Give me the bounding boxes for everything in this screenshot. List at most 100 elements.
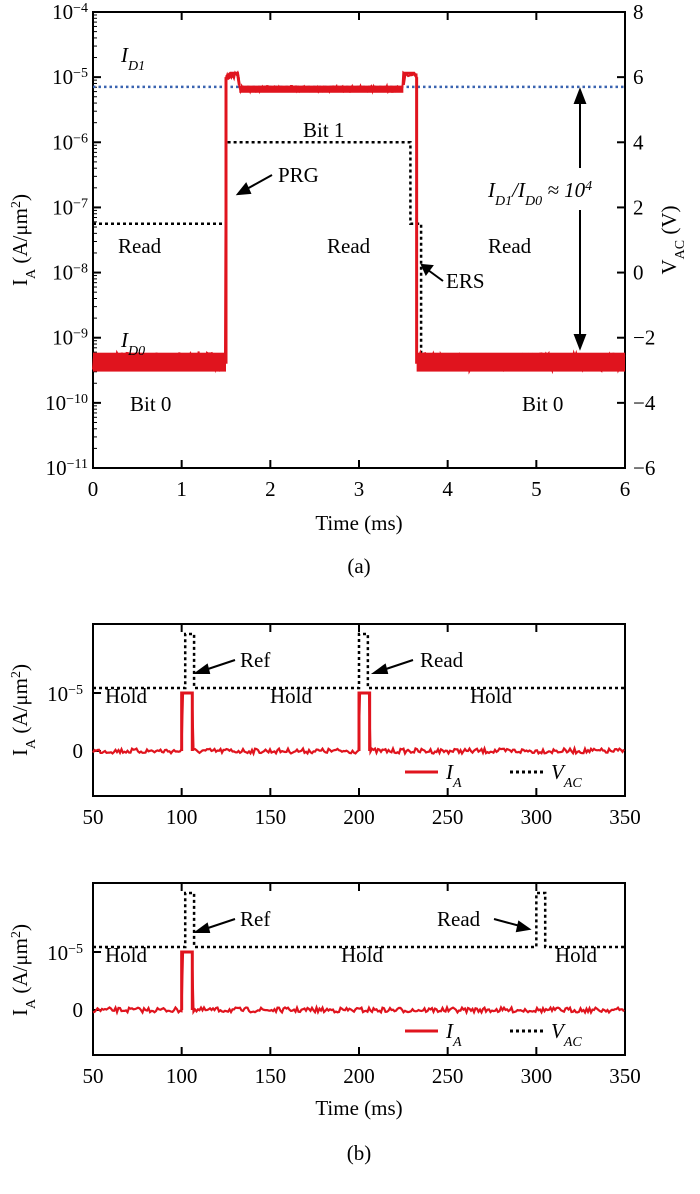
- annotation-id1: ID1: [120, 43, 145, 74]
- legend-b2: IA VAC: [405, 1019, 582, 1050]
- x-tick-label: 50: [83, 805, 104, 829]
- x-tick-label: 350: [609, 805, 641, 829]
- arrow-ers: [420, 263, 444, 282]
- annotation-bit0-left: Bit 0: [130, 392, 171, 416]
- y-left-tick-label: 10−4: [52, 0, 88, 24]
- panel-a-label: (a): [347, 554, 370, 578]
- arrow-ref: [192, 659, 236, 674]
- series-ia-pulse: [180, 691, 194, 751]
- y-left-tick-label: 10−9: [52, 326, 88, 350]
- y-left-tick-label: 10−6: [52, 130, 88, 154]
- series-ia-overshoot: [225, 71, 241, 86]
- annotation-hold-1: Hold: [105, 684, 148, 708]
- x-tick-label: 3: [354, 477, 365, 501]
- panel-b1-chart: 50 100 150 200 250 300 350 10−5 0 Hold Hold Hold…: [8, 623, 641, 829]
- annotation-hold-2: Hold: [341, 943, 384, 967]
- annotation-hold-3: Hold: [555, 943, 598, 967]
- arrow-ref: [192, 918, 236, 933]
- series-ia-line: [92, 70, 626, 375]
- ratio-arrow: [573, 87, 587, 351]
- annotation-read-mid: Read: [327, 234, 371, 258]
- x-tick-label: 150: [255, 805, 287, 829]
- x-tick-label: 50: [83, 1064, 104, 1088]
- y-right-tick-label: 2: [633, 195, 644, 219]
- y-right-tick-label: −2: [633, 326, 655, 350]
- y-right-tick-label: −6: [633, 456, 655, 480]
- annotation-read: Read: [420, 648, 464, 672]
- annotation-read: Read: [437, 907, 481, 931]
- y-tick-label: 10−5: [47, 682, 83, 706]
- y-right-tick-label: −4: [633, 391, 656, 415]
- x-tick-label: 1: [176, 477, 187, 501]
- panel-b2-x-title: Time (ms): [315, 1096, 402, 1120]
- panel-a-chart: 0 1 2 3 4 5 6 10−4 10−5 10−6 10−7 10−8 10−9 10−10 10−1…: [8, 0, 688, 578]
- x-tick-label: 0: [88, 477, 99, 501]
- y-tick-label: 0: [73, 998, 84, 1022]
- y-right-tick-label: 8: [633, 0, 644, 24]
- x-tick-label: 300: [521, 1064, 553, 1088]
- panel-a-left-y-title: IA (A/μm2): [8, 194, 39, 286]
- y-tick-label: 10−5: [47, 941, 83, 965]
- y-right-tick-label: 4: [633, 130, 644, 154]
- annotation-ref: Ref: [240, 907, 270, 931]
- legend-vac-label: VAC: [551, 760, 582, 791]
- y-left-tick-label: 10−7: [52, 195, 88, 219]
- x-tick-label: 100: [166, 1064, 198, 1088]
- panel-b-label: (b): [347, 1141, 372, 1165]
- series-ia-line: [92, 950, 625, 1016]
- x-tick-label: 200: [343, 805, 375, 829]
- series-vac-line: [93, 891, 625, 949]
- x-tick-label: 100: [166, 805, 198, 829]
- panel-b2-chart: 50 100 150 200 250 300 350 10−5 0 Hold Hold Hold…: [8, 882, 641, 1165]
- series-ia-noise-band: [416, 352, 625, 372]
- annotation-ratio: ID1/ID0 ≈ 104: [487, 178, 592, 209]
- panel-b2-y-title: IA (A/μm2): [8, 924, 39, 1016]
- series-ia-overshoot: [401, 71, 418, 86]
- annotation-id0: ID0: [120, 328, 145, 359]
- y-left-tick-label: 10−10: [45, 391, 88, 415]
- arrow-read: [370, 659, 414, 674]
- legend-ia-label: IA: [445, 760, 462, 791]
- x-tick-label: 2: [265, 477, 276, 501]
- legend-ia-label: IA: [445, 1019, 462, 1050]
- x-tick-label: 250: [432, 805, 464, 829]
- y-right-tick-label: 6: [633, 65, 644, 89]
- arrow-prg: [235, 174, 273, 196]
- annotation-bit0-right: Bit 0: [522, 392, 563, 416]
- series-vac-line: [93, 632, 625, 690]
- panel-b1-y-title: IA (A/μm2): [8, 664, 39, 756]
- x-tick-label: 5: [531, 477, 542, 501]
- y-tick-label: 0: [73, 739, 84, 763]
- x-tick-label: 250: [432, 1064, 464, 1088]
- series-ia-pulse: [180, 950, 194, 1010]
- annotation-hold-2: Hold: [270, 684, 313, 708]
- panel-a-right-y-title: VAC (V): [657, 205, 688, 274]
- x-tick-label: 200: [343, 1064, 375, 1088]
- y-right-tick-label: 0: [633, 261, 644, 285]
- arrow-read: [493, 918, 532, 933]
- x-tick-label: 350: [609, 1064, 641, 1088]
- annotation-ers: ERS: [446, 269, 485, 293]
- series-vac-line: [93, 141, 625, 366]
- annotation-hold-3: Hold: [470, 684, 513, 708]
- legend-vac-label: VAC: [551, 1019, 582, 1050]
- annotation-read-left: Read: [118, 234, 162, 258]
- x-tick-label: 4: [442, 477, 453, 501]
- y-left-tick-label: 10−8: [52, 261, 88, 285]
- x-tick-label: 150: [255, 1064, 287, 1088]
- annotation-prg: PRG: [278, 163, 319, 187]
- series-ia-noise-band: [93, 352, 226, 372]
- x-tick-label: 300: [521, 805, 553, 829]
- legend-b1: IA VAC: [405, 760, 582, 791]
- series-ia-noise-band: [239, 85, 404, 93]
- y-left-tick-label: 10−5: [52, 65, 88, 89]
- annotation-ref: Ref: [240, 648, 270, 672]
- annotation-bit1: Bit 1: [303, 118, 344, 142]
- annotation-read-right: Read: [488, 234, 532, 258]
- y-left-tick-label: 10−11: [46, 456, 88, 480]
- x-tick-label: 6: [620, 477, 631, 501]
- series-ia-pulse: [357, 691, 372, 751]
- annotation-hold-1: Hold: [105, 943, 148, 967]
- panel-a-x-title: Time (ms): [315, 511, 402, 535]
